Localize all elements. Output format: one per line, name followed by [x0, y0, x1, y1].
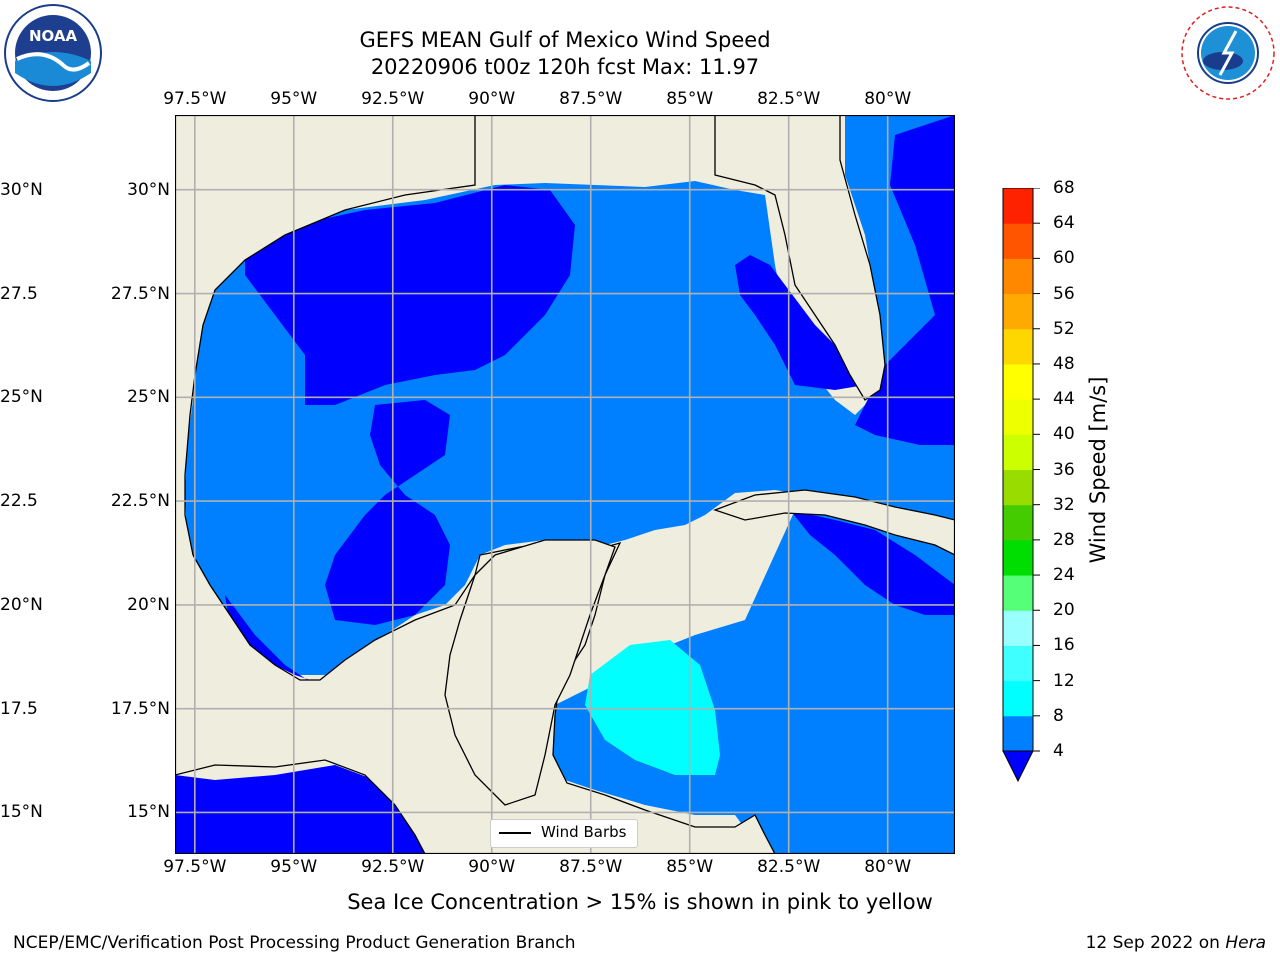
lon-tick-top: 95°W: [270, 89, 318, 109]
lat-tick-right: 25°N: [0, 387, 43, 408]
low-wind-region-southeast: [790, 510, 955, 615]
colorbar-tick-label: 20: [1053, 600, 1075, 621]
lon-tick-top: 92.5°W: [361, 89, 425, 109]
nws-logo: [1181, 6, 1275, 100]
colorbar-tick-label: 32: [1053, 494, 1075, 515]
low-wind-region-pacific: [175, 765, 425, 854]
colorbar-tick-label: 60: [1053, 248, 1075, 269]
colorbar-band: [1003, 575, 1033, 611]
colorbar-band: [1003, 328, 1033, 365]
colorbar-tick-label: 68: [1053, 178, 1075, 198]
colorbar-tick-label: 28: [1053, 529, 1075, 550]
lat-tick-left: 22.5°N: [110, 491, 170, 512]
colorbar-band: [1003, 223, 1033, 259]
map-frame: [175, 115, 955, 854]
legend-label: Wind Barbs: [541, 823, 627, 841]
graticule: [175, 115, 955, 854]
lat-tick-right: 17.5: [0, 698, 38, 719]
colorbar-band: [1003, 399, 1033, 435]
colorbar-band: [1003, 188, 1033, 224]
sea-ice-note: Sea Ice Concentration > 15% is shown in …: [347, 890, 933, 914]
colorbar-tick-label: 16: [1053, 635, 1075, 656]
lon-tick-bottom: 87.5°W: [559, 857, 623, 877]
lon-tick-bottom: 92.5°W: [361, 857, 425, 877]
colorbar-label: Wind Speed [m/s]: [1086, 376, 1110, 564]
colorbar-tick-label: 48: [1053, 353, 1075, 374]
noaa-logo: NOAA: [4, 4, 102, 102]
colorbar-tick-label: 8: [1053, 705, 1064, 726]
lat-tick-right: 30°N: [0, 179, 43, 200]
colorbar-tick-label: 12: [1053, 670, 1075, 691]
colorbar-band: [1003, 539, 1033, 576]
lon-tick-bottom: 82.5°W: [757, 857, 821, 877]
footer-left: NCEP/EMC/Verification Post Processing Pr…: [13, 933, 576, 953]
lon-tick-top: 80°W: [864, 89, 912, 109]
chart-title: GEFS MEAN Gulf of Mexico Wind Speed: [359, 28, 771, 52]
colorbar-tick-label: 36: [1053, 459, 1075, 480]
colorbar-band: [1003, 645, 1033, 682]
colorbar-band: [1003, 715, 1033, 752]
noaa-logo-text: NOAA: [29, 27, 78, 45]
colorbar-tick-label: 24: [1053, 565, 1075, 586]
land-florida: [714, 115, 886, 401]
colorbar-tick-label: 52: [1053, 318, 1075, 339]
colorbar-band: [1003, 610, 1033, 646]
colorbar-band: [1003, 469, 1033, 506]
lat-tick-right: 15°N: [0, 802, 43, 823]
colorbar-band: [1003, 504, 1033, 541]
colorbar-tick-label: 40: [1053, 424, 1075, 445]
lat-tick-right: 22.5: [0, 491, 38, 512]
lat-tick-left: 27.5°N: [110, 283, 170, 304]
lon-tick-top: 85°W: [666, 89, 714, 109]
colorbar: [1002, 188, 1040, 783]
chart-subtitle: 20220906 t00z 120h fcst Max: 11.97: [370, 55, 760, 79]
colorbar-tick-label: 64: [1053, 213, 1075, 234]
lat-tick-left: 20°N: [127, 594, 170, 615]
lat-tick-left: 30°N: [127, 179, 170, 200]
colorbar-extend-triangle: [1002, 750, 1034, 783]
low-wind-region-eastern: [735, 115, 955, 445]
colorbar-band: [1003, 258, 1033, 295]
lat-tick-left: 25°N: [127, 387, 170, 408]
colorbar-tick-label: 56: [1053, 283, 1075, 304]
lon-tick-bottom: 80°W: [864, 857, 912, 877]
land-cuba: [713, 489, 955, 556]
footer-right: 12 Sep 2022 on Hera: [1086, 933, 1266, 953]
lat-tick-left: 15°N: [127, 802, 170, 823]
lon-tick-bottom: 85°W: [666, 857, 714, 877]
wind-band-8-12: [585, 640, 720, 775]
footer-machine: Hera: [1225, 933, 1266, 953]
map-panel: [175, 115, 955, 854]
land-yucatan: [444, 539, 616, 806]
lon-tick-top: 87.5°W: [559, 89, 623, 109]
lon-tick-bottom: 97.5°W: [163, 857, 227, 877]
colorbar-tick-label: 44: [1053, 389, 1075, 410]
lon-tick-bottom: 90°W: [468, 857, 516, 877]
lat-tick-right: 27.5: [0, 283, 38, 304]
lat-tick-right: 20°N: [0, 594, 43, 615]
colorbar-band: [1003, 680, 1033, 717]
colorbar-tick-label: 4: [1053, 741, 1064, 761]
footer-date: 12 Sep 2022 on: [1085, 933, 1220, 953]
map-legend: Wind Barbs: [490, 819, 638, 848]
caribbean-water-band-4-8: [553, 510, 955, 854]
colorbar-band: [1003, 293, 1033, 330]
lon-tick-top: 82.5°W: [757, 89, 821, 109]
colorbar-band: [1003, 363, 1033, 400]
lon-tick-bottom: 95°W: [270, 857, 318, 877]
legend-line-sample: [499, 832, 531, 834]
lon-tick-top: 97.5°W: [163, 89, 227, 109]
lon-tick-top: 90°W: [468, 89, 516, 109]
lat-tick-left: 17.5°N: [110, 698, 170, 719]
colorbar-band: [1003, 434, 1033, 470]
low-wind-region-central: [325, 400, 450, 625]
